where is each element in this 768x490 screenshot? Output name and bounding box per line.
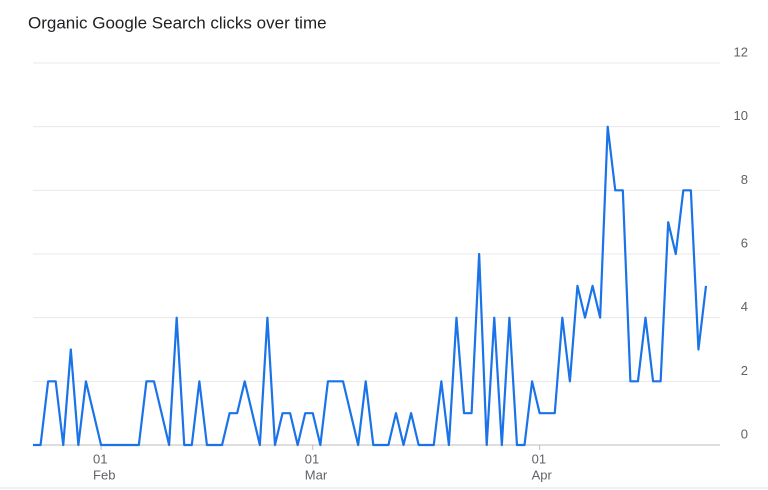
x-tick-label: 01: [305, 451, 319, 466]
chart-title: Organic Google Search clicks over time: [28, 13, 327, 32]
data-line: [33, 125, 708, 447]
x-tick-label: 01: [93, 451, 107, 466]
x-tick-label: Apr: [532, 467, 553, 482]
y-tick-label: 4: [741, 299, 748, 314]
x-tick-label: Mar: [305, 467, 328, 482]
x-tick-label: 01: [532, 451, 546, 466]
y-tick-label: 12: [734, 44, 748, 59]
y-tick-label: 0: [741, 426, 748, 441]
x-tick-label: Feb: [93, 467, 115, 482]
y-tick-label: 2: [741, 363, 748, 378]
y-tick-label: 10: [734, 108, 748, 123]
y-tick-label: 8: [741, 172, 748, 187]
y-tick-label: 6: [741, 235, 748, 250]
